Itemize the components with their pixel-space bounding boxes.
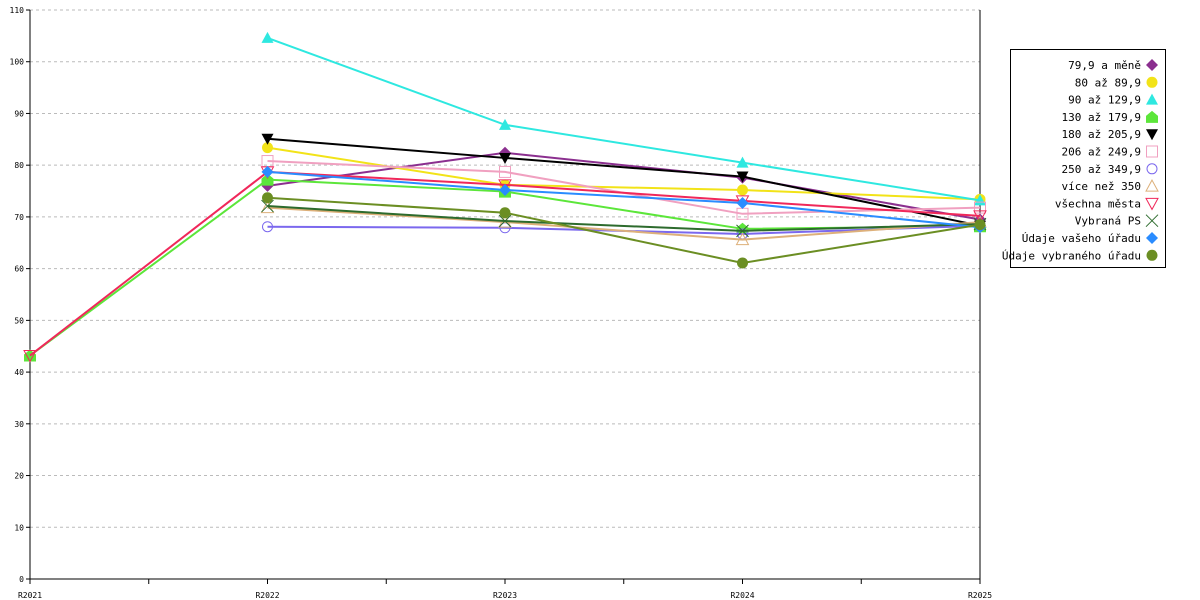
legend-marker [1146,163,1158,175]
legend-label: 90 až 129,9 [1068,94,1141,107]
x-tick-label: R2021 [18,591,42,600]
y-tick-label: 100 [10,58,25,67]
y-tick-label: 110 [10,6,25,15]
data-point [262,142,273,154]
y-tick-label: 10 [14,523,24,532]
series-3 [24,173,986,362]
data-point [499,184,511,197]
data-point [736,171,749,183]
series-line [267,146,981,201]
series-11 [262,192,986,269]
data-point [499,165,511,178]
data-point [23,350,37,363]
y-tick-label: 80 [14,161,24,170]
legend-marker [1146,249,1158,261]
data-point [974,194,986,206]
legend-label: všechna města [1055,197,1141,210]
data-point [261,165,274,178]
legend-marker [1146,232,1158,244]
legend-label: více než 350 [1062,180,1141,193]
series-10 [261,165,986,234]
series-line [267,205,981,232]
y-tick-label: 70 [14,213,24,222]
y-tick-label: 50 [14,316,24,325]
data-point [261,199,274,213]
series-line [29,170,981,357]
legend-label: 180 až 205,9 [1062,128,1141,141]
data-point [974,219,986,231]
legend-label: Údaje vašeho úřadu [1022,232,1141,245]
series-line [267,196,981,264]
legend-label: Vybraná PS [1075,215,1141,228]
legend-marker [1146,129,1158,141]
legend-label: 80 až 89,9 [1075,76,1141,89]
data-point [499,152,511,164]
x-tick-label: R2025 [968,591,992,600]
y-tick-label: 0 [19,575,24,584]
legend-box [1010,49,1166,268]
series-2 [261,31,986,206]
legend-label: 206 až 249,9 [1062,146,1141,159]
y-tick-label: 40 [14,368,24,377]
y-tick-label: 20 [14,472,24,481]
data-point [736,224,749,238]
legend-marker [1146,59,1158,71]
legend-marker [1145,214,1159,228]
data-point [737,257,748,269]
data-point [261,31,274,43]
y-tick-label: 30 [14,420,24,429]
legend-marker [1145,179,1159,192]
legend-label: 130 až 179,9 [1062,111,1141,124]
series-line [267,151,981,221]
series-line [267,206,981,241]
data-point [262,192,273,204]
series-line [267,36,981,202]
data-point [262,221,273,233]
data-point [499,207,511,219]
legend-marker [1145,197,1159,211]
legend-marker [1146,93,1158,105]
data-point [499,118,511,130]
series-line [267,137,981,227]
legend-marker [1146,76,1158,88]
legend-label: 250 až 349,9 [1062,163,1141,176]
legend-marker [1146,110,1158,123]
data-point [498,179,512,192]
data-point [736,196,749,209]
x-tick-label: R2023 [493,591,517,600]
data-point [973,210,987,223]
legend-label: 79,9 a měně [1068,59,1141,72]
data-point [736,156,749,168]
y-tick-label: 60 [14,265,24,274]
data-point [974,201,986,214]
series-1 [262,142,986,205]
data-point [261,133,274,145]
data-point [498,214,512,228]
legend-label: Údaje vybraného úřadu [1002,249,1141,262]
x-tick-label: R2022 [255,591,279,600]
data-point [735,232,750,246]
x-tick-label: R2024 [730,591,754,600]
legend: 79,9 a měně 80 až 89,9 90 až 129,9 130 až 1… [1002,49,1166,268]
data-point [737,184,748,196]
data-point [261,173,274,186]
series-line [267,170,981,229]
y-tick-label: 90 [14,109,24,118]
legend-marker [1146,145,1158,158]
